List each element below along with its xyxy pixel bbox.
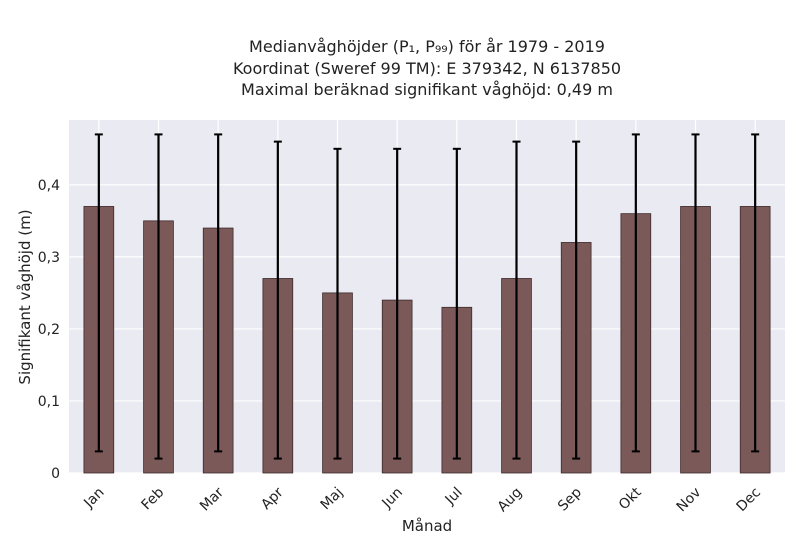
x-tick-label: Aug — [495, 485, 526, 516]
y-tick-label: 0,4 — [38, 178, 60, 194]
error-bar-dec — [751, 133, 760, 453]
x-tick-label: Jan — [80, 485, 107, 512]
x-axis-ticks: Jan Feb Mar Apr Maj Jun Jul Aug Sep Okt Nov Dec — [80, 484, 764, 515]
y-axis-label: Signifikant våghöjd (m) — [16, 209, 34, 384]
x-tick-label: Feb — [138, 484, 167, 513]
y-gridlines — [69, 184, 785, 474]
title-line-1: Medianvåghöjder (P₁, P₉₉) för år 1979 - … — [249, 37, 605, 56]
x-tick-label: Okt — [616, 484, 645, 513]
error-bar-nov — [691, 133, 700, 453]
x-tick-label: Dec — [734, 485, 764, 515]
y-tick-label: 0,2 — [38, 322, 60, 338]
title-line-2: Koordinat (Sweref 99 TM): E 379342, N 61… — [233, 59, 621, 78]
x-tick-label: Jul — [442, 485, 466, 509]
error-bar-jun — [393, 147, 402, 460]
y-axis-ticks: 0 0,1 0,2 0,3 0,4 — [38, 178, 60, 482]
chart-title: Medianvåghöjder (P₁, P₉₉) för år 1979 - … — [233, 37, 621, 99]
x-tick-label: Jun — [379, 485, 406, 512]
error-bar-sep — [572, 140, 581, 460]
error-bars — [94, 133, 760, 460]
error-bar-maj — [333, 147, 342, 460]
x-tick-label: Maj — [318, 485, 347, 514]
error-bar-mar — [214, 133, 223, 453]
y-tick-label: 0 — [51, 466, 60, 482]
plot-area — [69, 120, 785, 473]
y-tick-label: 0,1 — [38, 394, 60, 410]
error-bar-feb — [154, 133, 163, 460]
x-tick-label: Nov — [674, 485, 705, 516]
y-tick-label: 0,3 — [38, 250, 60, 266]
x-axis-label: Månad — [402, 517, 452, 535]
x-tick-label: Mar — [197, 484, 227, 514]
error-bar-jul — [452, 147, 461, 460]
error-bar-jan — [94, 133, 103, 453]
x-tick-label: Apr — [258, 484, 287, 513]
error-bar-okt — [631, 133, 640, 453]
error-bar-apr — [273, 140, 282, 460]
title-line-3: Maximal beräknad signifikant våghöjd: 0,… — [241, 80, 613, 99]
error-bar-aug — [512, 140, 521, 460]
x-tick-label: Sep — [555, 484, 585, 514]
